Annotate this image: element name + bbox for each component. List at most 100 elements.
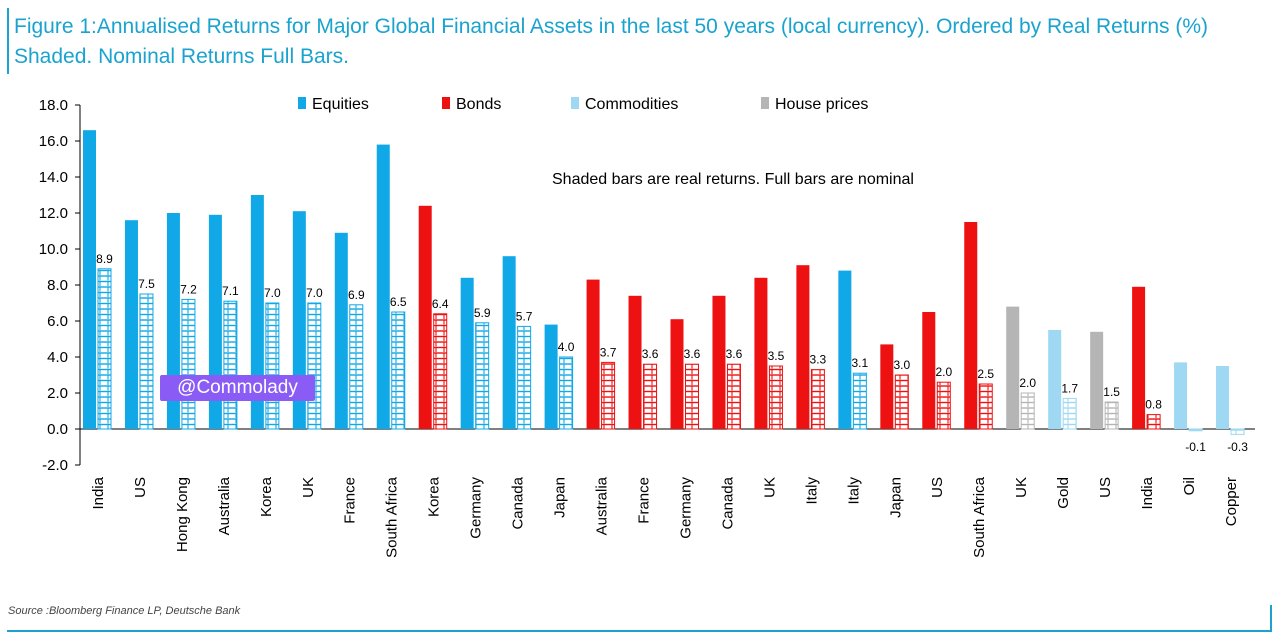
real-value-label: 7.0 bbox=[264, 286, 281, 300]
real-bar bbox=[1062, 397, 1077, 430]
real-value-label: 5.9 bbox=[474, 306, 491, 320]
real-bar bbox=[726, 363, 741, 430]
nominal-bar bbox=[628, 295, 642, 429]
y-tick-label: 14.0 bbox=[39, 169, 68, 186]
real-value-label: 3.6 bbox=[642, 347, 659, 361]
real-bar bbox=[1230, 428, 1245, 435]
real-bar bbox=[433, 313, 448, 430]
x-category-label: Germany bbox=[468, 477, 485, 539]
nominal-bar bbox=[1006, 306, 1020, 429]
real-bar bbox=[223, 300, 238, 430]
real-value-label: 0.8 bbox=[1145, 398, 1162, 412]
nominal-bar bbox=[460, 277, 474, 429]
y-tick-label: 16.0 bbox=[39, 133, 68, 150]
real-bar bbox=[307, 302, 322, 430]
real-value-label: 5.7 bbox=[516, 309, 533, 323]
real-bar bbox=[936, 381, 951, 430]
y-tick-label: 10.0 bbox=[39, 241, 68, 258]
figure-frame-right bbox=[1270, 605, 1272, 631]
real-value-label: 7.5 bbox=[138, 277, 155, 291]
nominal-bar bbox=[124, 220, 138, 429]
real-bar bbox=[768, 365, 783, 430]
watermark-badge: @Commolady bbox=[160, 375, 315, 401]
x-category-label: Australia bbox=[216, 476, 233, 535]
real-bar bbox=[643, 363, 658, 430]
legend-swatch bbox=[761, 97, 769, 109]
x-category-label: Germany bbox=[677, 477, 694, 539]
x-category-label: India bbox=[90, 476, 107, 509]
real-bar bbox=[810, 369, 825, 430]
legend-swatch bbox=[442, 97, 450, 109]
x-category-label: UK bbox=[1013, 477, 1030, 498]
real-value-label: 3.1 bbox=[852, 356, 869, 370]
real-value-label: 6.9 bbox=[348, 288, 365, 302]
nominal-bar bbox=[502, 256, 516, 429]
x-category-label: Korea bbox=[258, 476, 275, 517]
real-bar bbox=[852, 372, 867, 430]
nominal-bar bbox=[670, 319, 684, 429]
legend-item: Equities bbox=[298, 96, 369, 113]
y-tick-label: 2.0 bbox=[47, 385, 68, 402]
real-value-label: 3.0 bbox=[893, 358, 910, 372]
x-category-label: US bbox=[929, 477, 946, 498]
legend-label: Bonds bbox=[456, 96, 501, 113]
x-category-label: Hong Kong bbox=[174, 477, 191, 552]
x-category-label: Italy bbox=[803, 477, 820, 505]
real-bar bbox=[601, 361, 616, 430]
bar-chart: 18.0 16.0 14.0 12.0 10.0 8.0 6.0 4.0 2.0 0.0 -2.0 8… bbox=[39, 96, 1255, 558]
real-value-label: 6.4 bbox=[432, 297, 449, 311]
source-note: Source :Bloomberg Finance LP, Deutsche B… bbox=[8, 605, 241, 617]
x-category-label: Korea bbox=[426, 476, 443, 517]
real-bar bbox=[559, 356, 574, 430]
real-bar bbox=[391, 311, 406, 430]
real-bar bbox=[181, 298, 196, 430]
nominal-bar bbox=[838, 270, 852, 429]
x-category-label: Copper bbox=[1223, 477, 1240, 526]
real-value-label: 3.6 bbox=[726, 347, 743, 361]
real-value-label: 3.5 bbox=[768, 349, 785, 363]
real-value-label: 7.0 bbox=[306, 286, 323, 300]
real-bar bbox=[685, 363, 699, 430]
real-bar bbox=[517, 325, 532, 430]
x-category-label: Canada bbox=[510, 476, 527, 529]
nominal-bar bbox=[250, 195, 264, 429]
x-category-label: Japan bbox=[887, 477, 904, 518]
real-value-label: 2.5 bbox=[977, 367, 994, 381]
x-category-label: UK bbox=[300, 477, 317, 498]
x-category-label: UK bbox=[761, 477, 778, 498]
x-category-label: Japan bbox=[552, 477, 569, 518]
real-bar bbox=[475, 322, 490, 430]
real-value-label: 1.7 bbox=[1061, 381, 1078, 395]
real-bar bbox=[894, 374, 909, 430]
nominal-bar bbox=[796, 265, 810, 429]
real-bar bbox=[978, 383, 993, 430]
x-category-label: Australia bbox=[594, 476, 611, 535]
nominal-bar bbox=[922, 312, 936, 429]
real-value-label: 3.6 bbox=[684, 347, 701, 361]
figure-frame-bottom bbox=[7, 630, 1272, 632]
real-bar bbox=[1104, 401, 1119, 430]
real-bar bbox=[265, 302, 280, 430]
nominal-bar bbox=[712, 295, 726, 429]
real-value-label: 3.7 bbox=[600, 345, 617, 359]
legend-label: Commodities bbox=[585, 96, 678, 113]
y-tick-label: 18.0 bbox=[39, 97, 68, 114]
x-category-label: India bbox=[1139, 476, 1156, 509]
real-value-label: 6.5 bbox=[390, 295, 407, 309]
y-tick-label: 8.0 bbox=[47, 277, 68, 294]
nominal-bar bbox=[418, 205, 432, 429]
nominal-bar bbox=[83, 130, 96, 429]
real-value-label: 4.0 bbox=[558, 340, 575, 354]
y-tick-label: 12.0 bbox=[39, 205, 68, 222]
legend-label: Equities bbox=[312, 96, 369, 113]
chart-annotation: Shaded bars are real returns. Full bars … bbox=[552, 171, 914, 188]
nominal-bar bbox=[586, 279, 600, 429]
real-value-label: 2.0 bbox=[1019, 376, 1036, 390]
real-value-label: -0.3 bbox=[1227, 440, 1248, 454]
x-category-label: France bbox=[635, 477, 652, 524]
real-value-label: 2.0 bbox=[935, 365, 952, 379]
nominal-bar bbox=[880, 344, 894, 429]
nominal-bar bbox=[1174, 362, 1188, 429]
y-tick-label: 6.0 bbox=[47, 313, 68, 330]
nominal-bar bbox=[1090, 331, 1104, 429]
